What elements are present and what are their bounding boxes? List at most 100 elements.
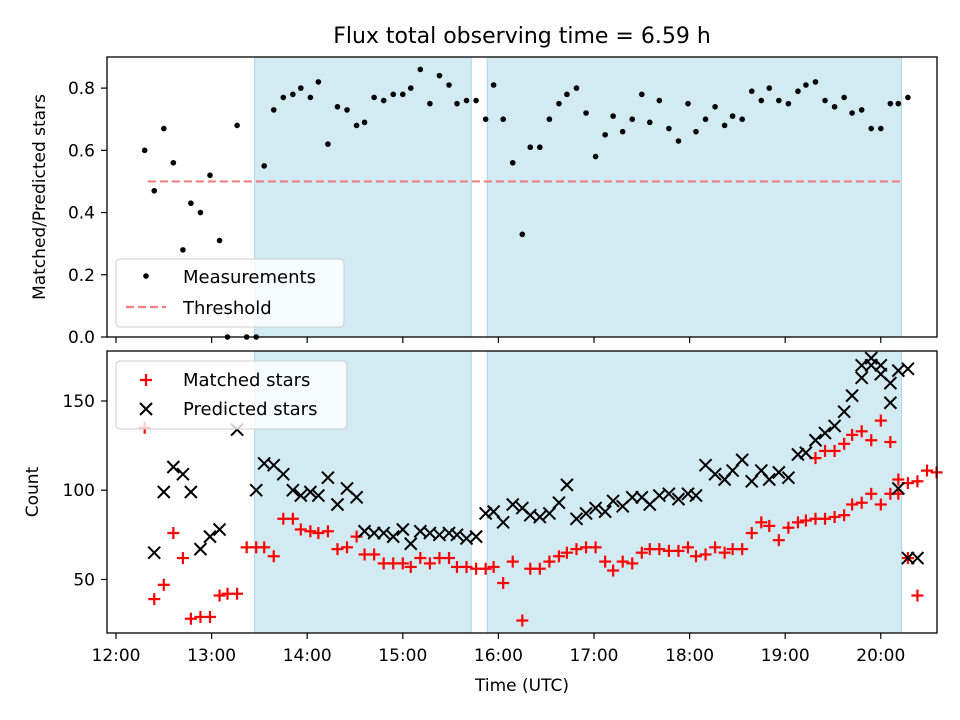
matched-star-point <box>460 560 473 573</box>
predicted-star-point <box>496 515 510 530</box>
matched-star-point <box>312 527 325 540</box>
matched-star-point <box>799 514 812 527</box>
measurement-point <box>482 116 489 123</box>
predicted-star-point <box>799 446 813 460</box>
matched-star-point <box>267 550 280 563</box>
x-tick-label: 12:00 <box>92 646 141 666</box>
predicted-star-point <box>349 490 364 505</box>
measurement-point <box>721 122 728 129</box>
top-x-ticks <box>115 337 882 343</box>
measurement-point <box>905 94 911 101</box>
matched-star-point <box>396 557 409 570</box>
measurement-point <box>280 94 287 101</box>
matched-star-point <box>560 546 573 559</box>
predicted-star-point <box>874 358 888 372</box>
predicted-star-point <box>708 467 722 481</box>
predicted-star-point <box>854 358 869 372</box>
matched-star-point <box>599 555 612 568</box>
measurement-point <box>583 110 589 116</box>
observing-span-2 <box>486 56 903 338</box>
measurement-point <box>527 144 534 151</box>
measurement-point <box>315 79 322 85</box>
predicted-star-point <box>791 447 805 462</box>
matched-star-point <box>341 541 354 554</box>
measurement-point <box>556 100 562 107</box>
matched-star-point <box>321 525 334 538</box>
measurement-point <box>592 153 599 160</box>
matched-star-point <box>791 516 804 529</box>
predicted-star-point <box>745 474 759 488</box>
measurement-point <box>197 209 204 216</box>
predicted-star-point <box>901 551 915 565</box>
measurement-point <box>216 237 223 244</box>
measurement-point <box>490 82 497 88</box>
matched-star-point <box>414 552 427 565</box>
measurement-point <box>656 97 663 104</box>
measurement-point <box>841 94 847 101</box>
measurement-point <box>822 97 828 104</box>
predicted-star-point <box>396 522 410 537</box>
measurement-point <box>776 97 782 104</box>
matched-star-point <box>653 543 666 556</box>
legend-matched-marker <box>140 374 152 386</box>
measurement-point <box>400 91 406 98</box>
top-legend: Measurements Threshold <box>115 258 345 328</box>
legend-measurements-marker <box>143 273 149 279</box>
matched-star-point <box>911 475 924 488</box>
predicted-star-point <box>386 529 400 544</box>
y-tick-label: 50 <box>73 570 95 590</box>
predicted-star-point <box>450 528 464 542</box>
matched-star-point <box>148 593 161 606</box>
measurement-point <box>170 159 177 166</box>
matched-star-point <box>736 543 749 556</box>
x-tick-label: 15:00 <box>378 646 427 666</box>
measurement-point <box>887 100 894 107</box>
measurement-point <box>610 113 616 119</box>
measurement-point <box>666 125 672 132</box>
predicted-star-point <box>478 506 493 521</box>
predicted-star-point <box>330 497 345 512</box>
y-tick-label: 0.0 <box>68 328 95 348</box>
bottom-panel: 12:00 13:00 14:00 15:00 16:00 17:00 18:00 19:00… <box>23 350 943 696</box>
bottom-ylabel: Count <box>23 466 43 517</box>
measurement-point <box>509 159 516 166</box>
predicted-star-point <box>404 537 418 551</box>
predicted-star-point <box>376 526 391 540</box>
measurement-point <box>161 125 167 132</box>
bottom-y-ticks: 50 100 150 <box>63 392 107 590</box>
predicted-star-point <box>560 478 574 492</box>
matched-star-point <box>699 548 712 561</box>
matched-star-point <box>607 564 620 577</box>
matched-star-point <box>570 543 583 556</box>
predicted-star-point <box>469 529 483 544</box>
predicted-star-point <box>303 485 318 499</box>
matched-star-point <box>479 562 492 575</box>
matched-star-point <box>635 546 648 559</box>
matched-star-point <box>911 589 924 602</box>
predicted-star-point <box>212 522 227 537</box>
legend-predicted-marker <box>139 402 153 416</box>
predicted-star-point <box>606 494 620 508</box>
predicted-star-point <box>588 501 603 515</box>
matched-star-point <box>589 541 602 554</box>
matched-star-point <box>718 546 731 559</box>
matched-star-point <box>552 550 565 563</box>
predicted-star-point <box>486 504 501 519</box>
measurement-point <box>849 110 855 116</box>
measurement-point <box>739 116 745 123</box>
predicted-star-point <box>311 488 326 503</box>
matched-star-point <box>892 473 905 486</box>
matched-star-point <box>884 436 897 449</box>
matched-star-point <box>682 541 695 554</box>
x-tick-label: 13:00 <box>187 646 236 666</box>
matched-star-point <box>231 587 244 600</box>
y-tick-label: 0.6 <box>68 141 95 161</box>
predicted-star-point <box>294 488 308 503</box>
measurement-point <box>436 72 443 79</box>
measurement-point <box>639 91 645 98</box>
predicted-star-point <box>901 362 915 376</box>
measurement-point <box>463 97 470 104</box>
matched-star-point <box>709 541 722 554</box>
matched-star-point <box>846 428 859 441</box>
x-axis-label: Time (UTC) <box>474 676 569 696</box>
